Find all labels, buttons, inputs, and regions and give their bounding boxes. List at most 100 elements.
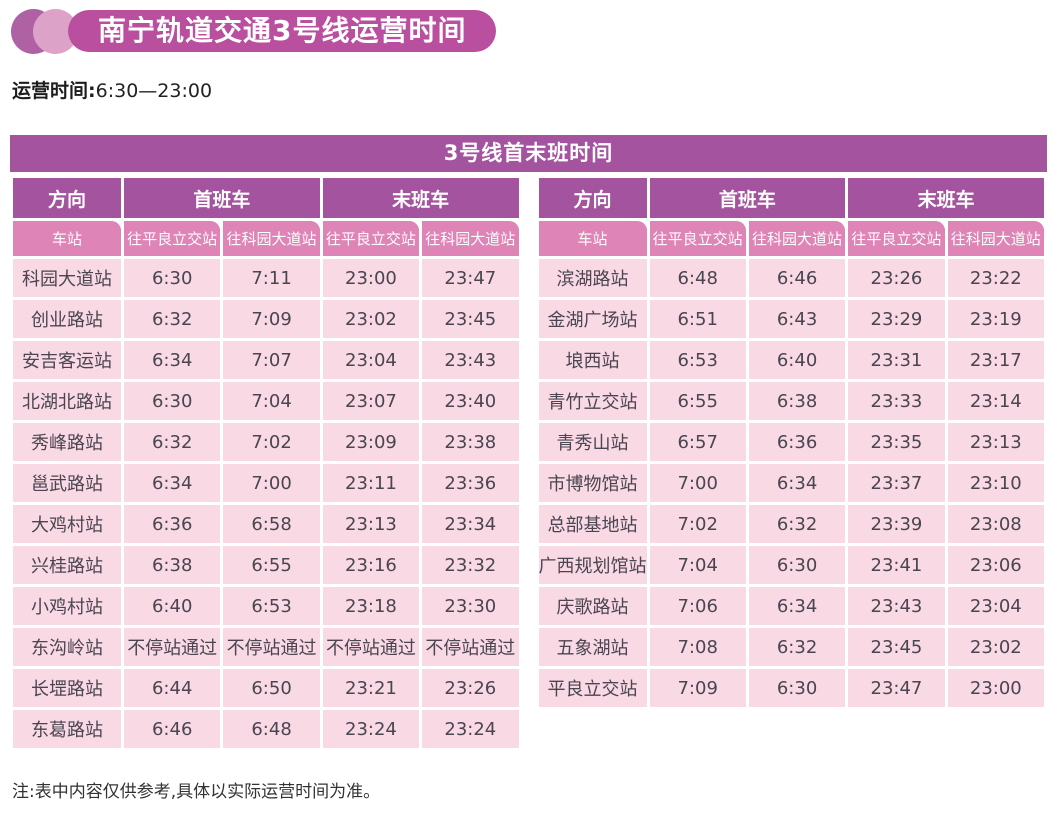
time-cell: 23:24: [422, 710, 519, 748]
time-cell: 23:00: [322, 259, 420, 297]
time-cell: 6:46: [124, 710, 221, 748]
time-cell: 23:02: [947, 628, 1044, 666]
column-subheader-to-keyuan: 往科园大道站: [947, 221, 1044, 256]
time-cell: 23:35: [848, 423, 945, 461]
time-cell: 6:36: [124, 505, 221, 543]
time-cell: 6:34: [748, 464, 846, 502]
time-cell: 6:32: [124, 300, 221, 338]
timetable-left: 方向 首班车 末班车 车站 往平良立交站 往科园大道站 往平良立交站 往科园大道…: [10, 175, 522, 751]
table-row: 东沟岭站 不停站通过 不停站通过 不停站通过 不停站通过: [13, 628, 519, 666]
section-banner: 3号线首末班时间: [10, 135, 1047, 172]
time-cell: 23:21: [322, 669, 420, 707]
station-cell: 市博物馆站: [538, 464, 647, 502]
time-cell: 23:47: [848, 669, 945, 707]
table-row: 兴桂路站 6:38 6:55 23:16 23:32: [13, 546, 519, 584]
operating-hours-label: 运营时间:: [12, 80, 96, 102]
table-row: 埌西站 6:53 6:40 23:31 23:17: [538, 341, 1044, 379]
time-cell: 不停站通过: [422, 628, 519, 666]
station-cell: 创业路站: [13, 300, 121, 338]
table-row: 五象湖站 7:08 6:32 23:45 23:02: [538, 628, 1044, 666]
time-cell: 不停站通过: [223, 628, 320, 666]
time-cell: 6:48: [649, 259, 746, 297]
time-cell: 23:17: [947, 341, 1044, 379]
time-cell: 6:32: [748, 628, 846, 666]
time-cell: 6:30: [124, 382, 221, 420]
time-cell: 23:04: [947, 587, 1044, 625]
time-cell: 6:40: [748, 341, 846, 379]
time-cell: 23:36: [422, 464, 519, 502]
station-cell: 总部基地站: [538, 505, 647, 543]
time-cell: 23:10: [947, 464, 1044, 502]
column-header-first-train: 首班车: [649, 178, 846, 218]
table-row: 广西规划馆站 7:04 6:30 23:41 23:06: [538, 546, 1044, 584]
time-cell: 6:36: [748, 423, 846, 461]
column-subheader-station: 车站: [538, 221, 647, 256]
table-row: 邕武路站 6:34 7:00 23:11 23:36: [13, 464, 519, 502]
time-cell: 23:06: [947, 546, 1044, 584]
table-row: 总部基地站 7:02 6:32 23:39 23:08: [538, 505, 1044, 543]
header-row: 方向 首班车 末班车: [13, 178, 519, 218]
column-subheader-to-pingliang: 往平良立交站: [322, 221, 420, 256]
station-cell: 五象湖站: [538, 628, 647, 666]
station-cell: 金湖广场站: [538, 300, 647, 338]
station-cell: 长堽路站: [13, 669, 121, 707]
time-cell: 23:45: [422, 300, 519, 338]
time-cell: 6:34: [124, 464, 221, 502]
time-cell: 6:30: [124, 259, 221, 297]
time-cell: 7:09: [649, 669, 746, 707]
table-row: 安吉客运站 6:34 7:07 23:04 23:43: [13, 341, 519, 379]
table-row: 秀峰路站 6:32 7:02 23:09 23:38: [13, 423, 519, 461]
station-cell: 庆歌路站: [538, 587, 647, 625]
time-cell: 23:07: [322, 382, 420, 420]
station-cell: 兴桂路站: [13, 546, 121, 584]
time-cell: 6:46: [748, 259, 846, 297]
station-cell: 广西规划馆站: [538, 546, 647, 584]
time-cell: 6:30: [748, 546, 846, 584]
station-cell: 青竹立交站: [538, 382, 647, 420]
time-cell: 23:37: [848, 464, 945, 502]
station-cell: 小鸡村站: [13, 587, 121, 625]
time-cell: 23:29: [848, 300, 945, 338]
time-cell: 6:34: [124, 341, 221, 379]
time-cell: 23:18: [322, 587, 420, 625]
time-cell: 7:04: [649, 546, 746, 584]
time-cell: 23:45: [848, 628, 945, 666]
table-row: 庆歌路站 7:06 6:34 23:43 23:04: [538, 587, 1044, 625]
time-cell: 23:32: [422, 546, 519, 584]
time-cell: 不停站通过: [322, 628, 420, 666]
time-cell: 6:53: [223, 587, 320, 625]
time-cell: 23:24: [322, 710, 420, 748]
station-cell: 平良立交站: [538, 669, 647, 707]
timetable-left-body: 科园大道站 6:30 7:11 23:00 23:47 创业路站 6:32 7:09 23:02…: [13, 259, 519, 748]
time-cell: 7:00: [649, 464, 746, 502]
time-cell: 7:09: [223, 300, 320, 338]
page-header: 南宁轨道交通3号线运营时间: [10, 8, 1047, 54]
station-cell: 东沟岭站: [13, 628, 121, 666]
time-cell: 6:32: [748, 505, 846, 543]
time-cell: 23:33: [848, 382, 945, 420]
time-cell: 23:11: [322, 464, 420, 502]
time-cell: 7:06: [649, 587, 746, 625]
timetables-container: 方向 首班车 末班车 车站 往平良立交站 往科园大道站 往平良立交站 往科园大道…: [10, 175, 1047, 751]
time-cell: 6:32: [124, 423, 221, 461]
time-cell: 23:38: [422, 423, 519, 461]
column-header-last-train: 末班车: [848, 178, 1044, 218]
table-row: 科园大道站 6:30 7:11 23:00 23:47: [13, 259, 519, 297]
time-cell: 23:16: [322, 546, 420, 584]
time-cell: 7:07: [223, 341, 320, 379]
column-header-direction: 方向: [13, 178, 121, 218]
timetable-right-body: 滨湖路站 6:48 6:46 23:26 23:22 金湖广场站 6:51 6:43 23:29…: [538, 259, 1044, 707]
column-header-last-train: 末班车: [322, 178, 519, 218]
time-cell: 23:41: [848, 546, 945, 584]
time-cell: 6:40: [124, 587, 221, 625]
column-subheader-to-keyuan: 往科园大道站: [748, 221, 846, 256]
column-subheader-to-keyuan: 往科园大道站: [223, 221, 320, 256]
time-cell: 7:08: [649, 628, 746, 666]
column-subheader-to-pingliang: 往平良立交站: [124, 221, 221, 256]
column-subheader-to-pingliang: 往平良立交站: [649, 221, 746, 256]
time-cell: 23:31: [848, 341, 945, 379]
header-row: 方向 首班车 末班车: [538, 178, 1044, 218]
page-title: 南宁轨道交通3号线运营时间: [68, 10, 497, 52]
station-cell: 东葛路站: [13, 710, 121, 748]
column-header-first-train: 首班车: [124, 178, 320, 218]
